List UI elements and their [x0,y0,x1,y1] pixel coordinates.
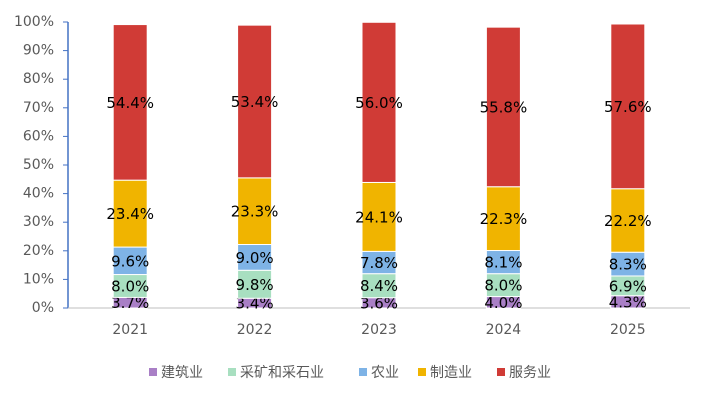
data-label: 53.4% [231,93,279,111]
data-label: 3.4% [236,295,274,313]
data-label: 54.4% [106,94,154,112]
bar-segment [237,24,273,179]
bar-segment [610,23,646,190]
data-label: 22.2% [604,212,652,230]
data-label: 8.1% [484,254,522,272]
legend-marker [228,368,236,376]
y-tick-label: 60% [23,128,54,144]
y-tick-label: 90% [23,43,54,59]
data-label: 8.3% [609,256,647,274]
data-label: 56.0% [355,94,403,112]
bar-segment [237,177,273,246]
data-label: 3.7% [111,294,149,312]
data-label: 9.0% [236,249,274,267]
y-tick-label: 70% [23,100,54,116]
y-tick-label: 10% [23,271,54,287]
data-label: 57.6% [604,98,652,116]
data-label: 6.9% [609,277,647,295]
y-tick-label: 100% [14,14,54,30]
legend-marker [418,368,426,376]
legend-label: 农业 [371,365,399,381]
x-tick-label: 2023 [361,322,397,338]
x-tick-label: 2022 [237,322,273,338]
bar-segment [361,21,397,183]
data-label: 23.3% [231,203,279,221]
y-tick-label: 30% [23,214,54,230]
data-label: 55.8% [480,98,528,116]
data-label: 8.0% [484,277,522,295]
bar-segment [237,269,273,299]
x-tick-label: 2024 [486,322,522,338]
y-tick-label: 40% [23,186,54,202]
legend-label: 建筑业 [161,365,203,381]
legend-label: 采矿和采石业 [240,365,324,381]
y-tick-label: 20% [23,243,54,259]
data-label: 23.4% [106,205,154,223]
x-tick-label: 2025 [610,322,646,338]
bar-segment [112,179,148,248]
bar-segment [485,186,521,252]
data-label: 8.0% [111,277,149,295]
legend-label: 服务业 [509,365,551,381]
data-label: 4.3% [609,293,647,311]
data-label: 22.3% [480,210,528,228]
legend-marker [497,368,505,376]
x-tick-label: 2021 [112,322,148,338]
data-label: 7.8% [360,254,398,272]
data-label: 3.6% [360,294,398,312]
bar-segment [112,24,148,181]
y-tick-label: 0% [32,300,54,316]
legend-marker [359,368,367,376]
bar-segment [610,188,646,253]
data-label: 24.1% [355,208,403,226]
y-tick-label: 50% [23,157,54,173]
data-label: 8.4% [360,277,398,295]
legend-label: 制造业 [430,365,472,381]
data-label: 9.6% [111,252,149,270]
y-tick-label: 80% [23,71,54,87]
legend-marker [149,368,157,376]
bar-segment [485,26,521,188]
data-label: 9.8% [236,276,274,294]
bar-segment [361,181,397,252]
bar-segment [237,244,273,271]
data-label: 4.0% [484,294,522,312]
